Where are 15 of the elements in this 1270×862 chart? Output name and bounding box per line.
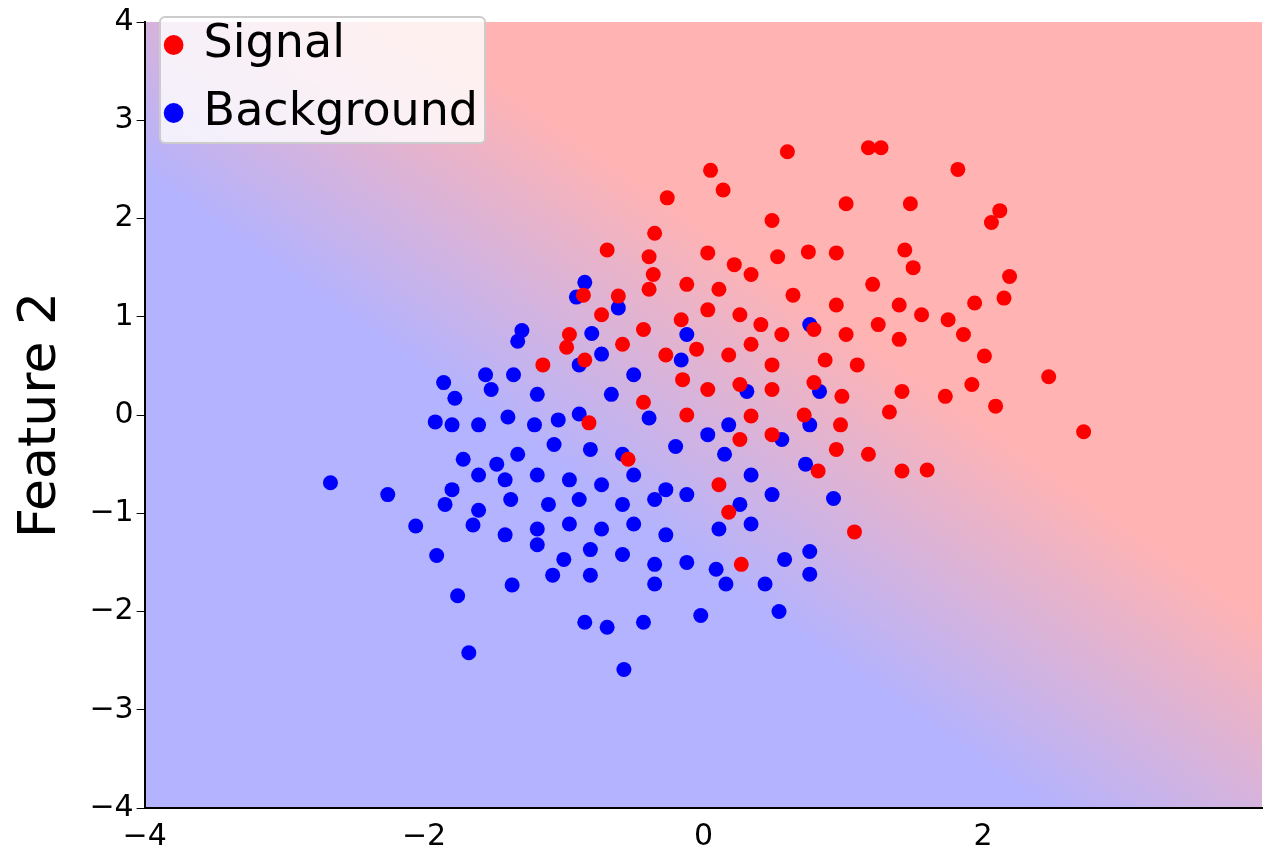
y-tick-label: 0: [114, 394, 134, 430]
y-tick-label: −3: [89, 689, 134, 725]
y-tick-label: −4: [89, 787, 134, 823]
x-tick-label: 0: [694, 816, 714, 852]
y-tick-label: −2: [89, 591, 134, 627]
y-tick-label: 4: [114, 1, 134, 37]
y-axis-title: Feature 2: [6, 291, 67, 539]
x-tick-label: −2: [401, 816, 447, 852]
y-tick-label: 3: [114, 100, 134, 136]
y-tick-label: 1: [114, 296, 134, 332]
legend-label: Background: [203, 81, 479, 136]
y-tick-label: −1: [89, 493, 134, 529]
legend-label: Signal: [203, 13, 345, 68]
y-tick-label: 2: [114, 198, 134, 234]
x-tick-label: 2: [973, 816, 993, 852]
